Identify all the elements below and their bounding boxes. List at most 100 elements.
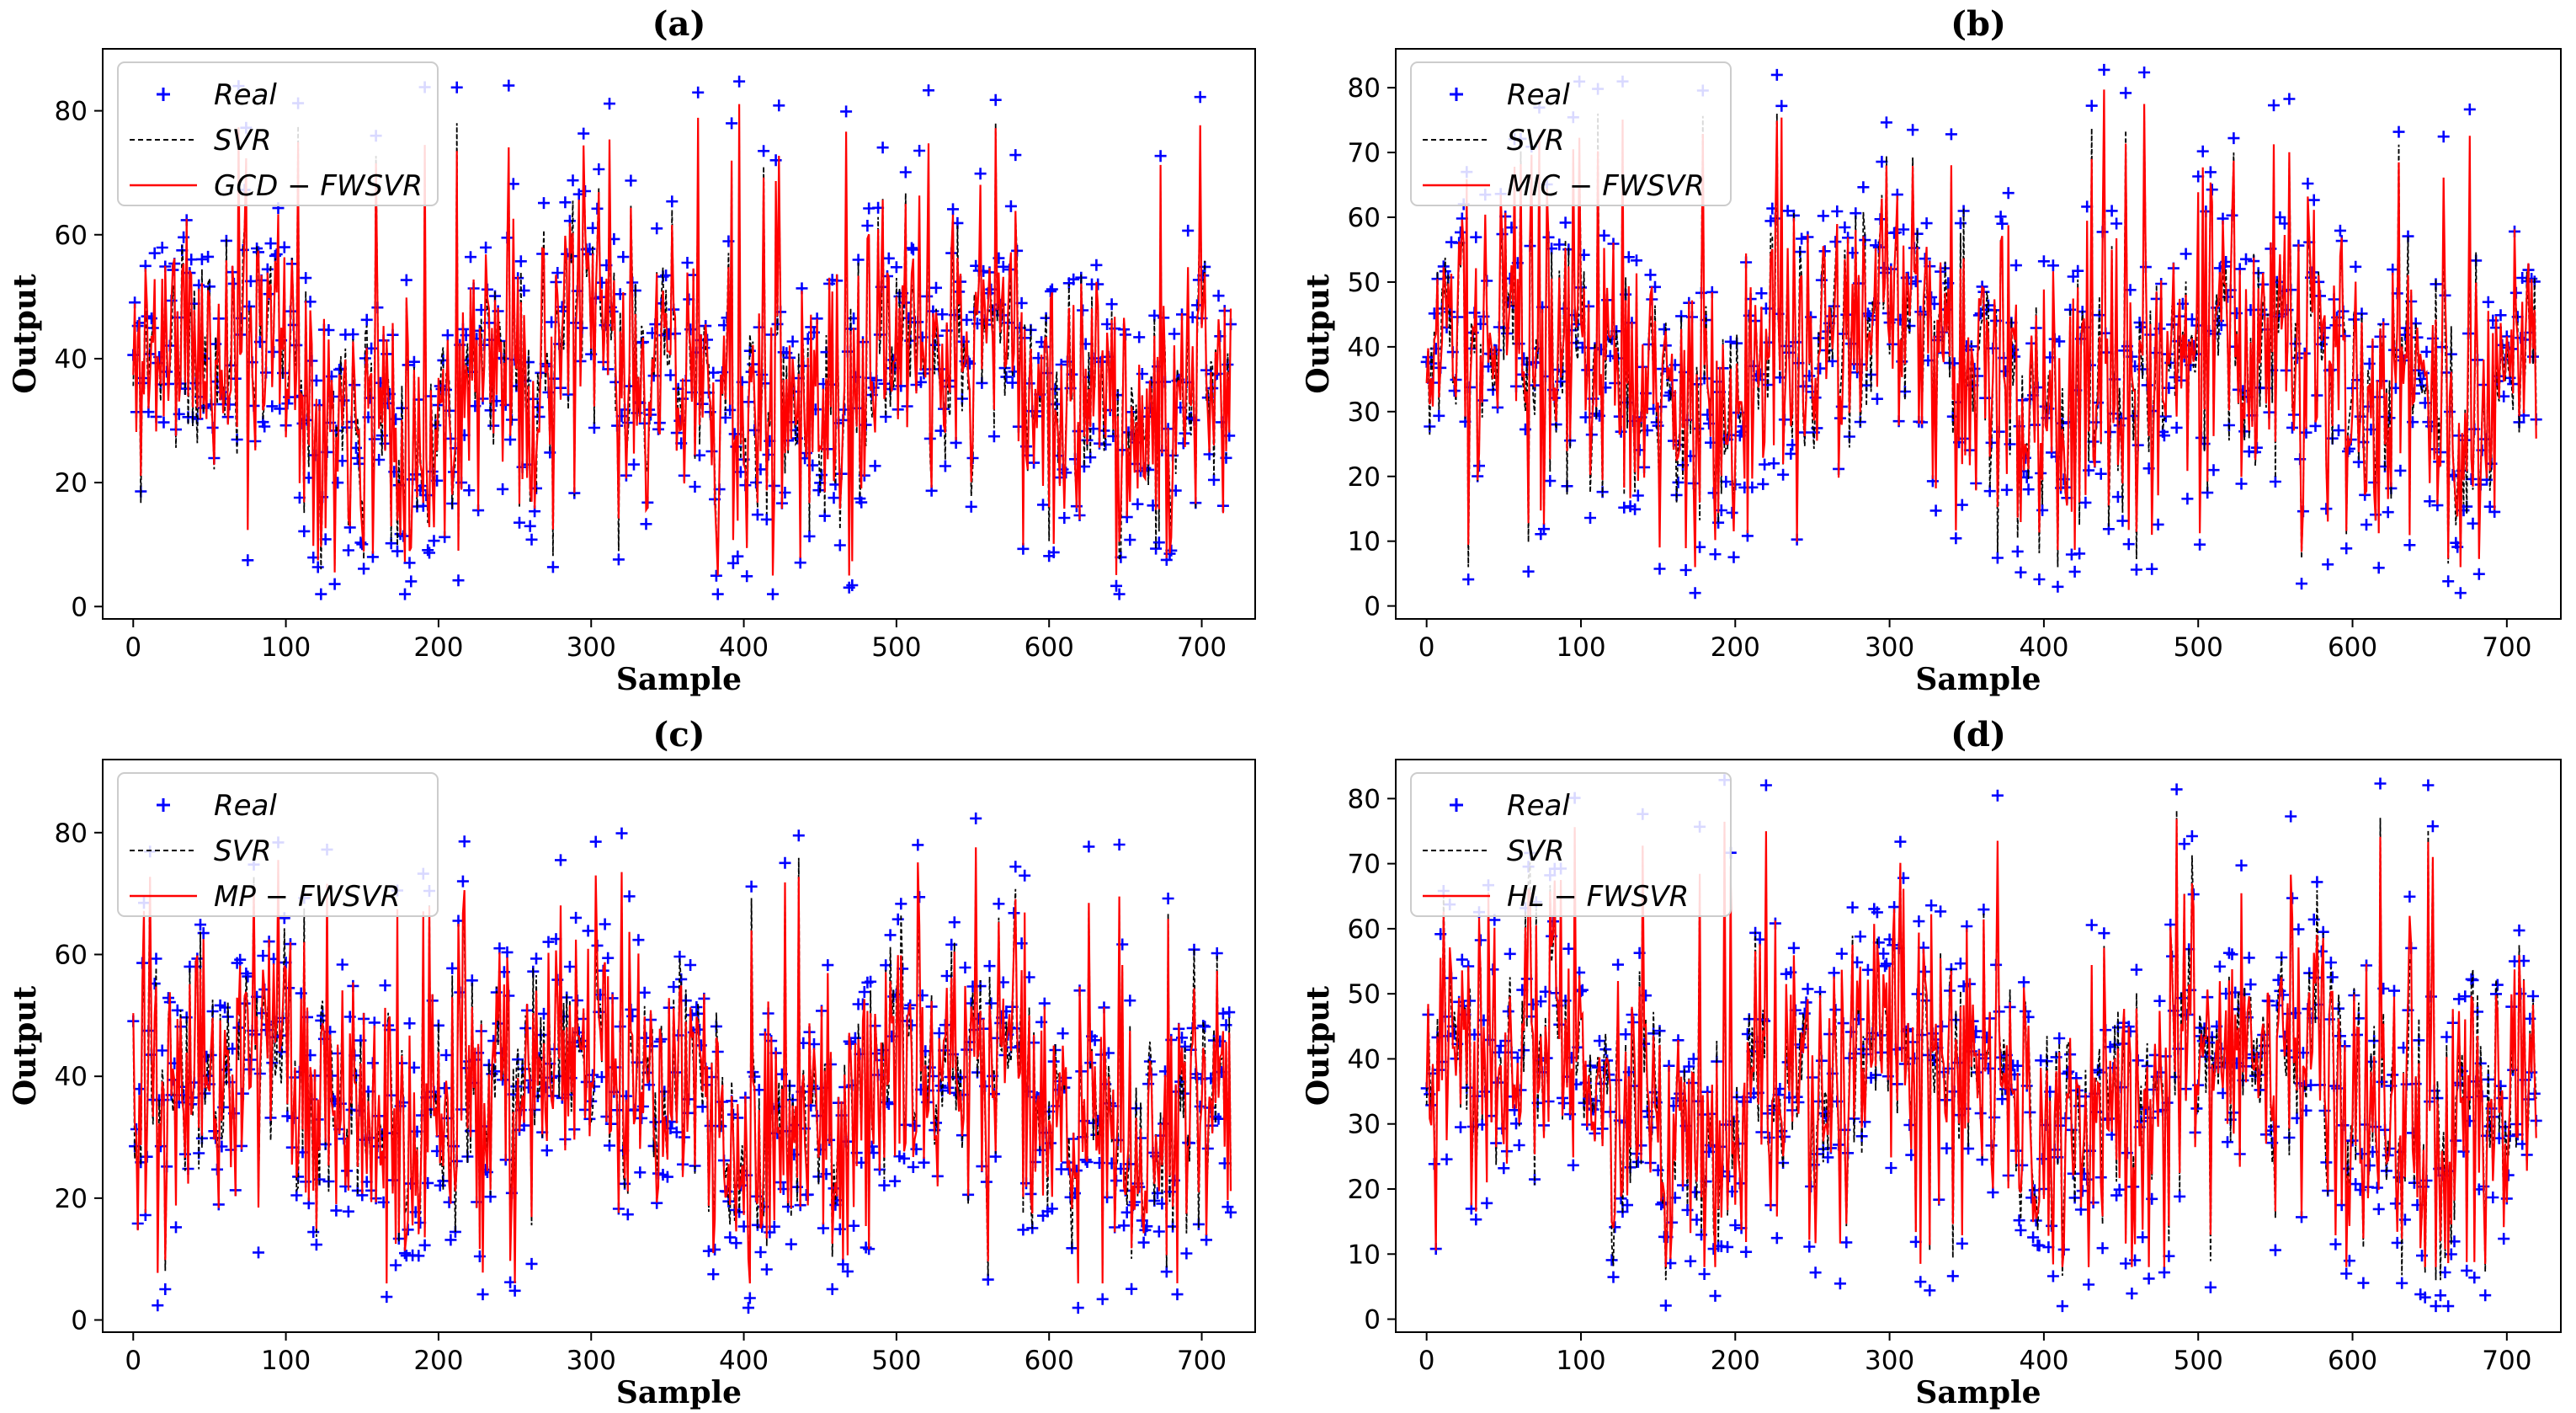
chart-title: (b) <box>1951 4 2006 44</box>
series-fwsvr-line <box>132 847 1232 1284</box>
legend-label: MP − FWSVR <box>214 880 401 914</box>
y-tick-label: 0 <box>1364 1305 1381 1336</box>
y-tick-label: 0 <box>1364 592 1381 622</box>
legend: Real SVR MP − FWSVR <box>117 772 439 917</box>
x-tick-label: 0 <box>125 1346 141 1376</box>
y-tick-label: 10 <box>1348 527 1381 557</box>
legend-label: SVR <box>1507 834 1564 868</box>
x-tick-label: 100 <box>261 632 311 663</box>
chart-title: (d) <box>1951 715 2006 754</box>
y-tick-label: 50 <box>1348 268 1381 298</box>
x-tick-label: 200 <box>413 632 463 663</box>
x-tick-label: 400 <box>719 632 769 663</box>
x-tick-label: 400 <box>2019 632 2068 663</box>
x-tick-label: 200 <box>1711 1346 1760 1376</box>
plot-frame <box>1395 759 2562 1333</box>
y-tick-label: 10 <box>1348 1240 1381 1270</box>
x-tick-label: 300 <box>567 632 616 663</box>
x-tick-label: 100 <box>1556 632 1605 663</box>
x-tick-label: 0 <box>125 632 141 663</box>
legend-label: SVR <box>214 834 271 868</box>
x-axis-label: Sample <box>616 662 742 697</box>
x-axis-label: Sample <box>1915 1375 2041 1410</box>
series-svr-line <box>1425 113 2537 568</box>
y-tick-label: 40 <box>55 344 88 375</box>
y-tick-label: 70 <box>1348 850 1381 880</box>
legend-label: MIC − FWSVR <box>1507 169 1705 203</box>
plot-frame <box>102 759 1256 1333</box>
chart-title: (a) <box>652 4 706 44</box>
x-tick-label: 0 <box>1418 1346 1435 1376</box>
legend-marker-real <box>157 798 170 812</box>
x-tick-label: 600 <box>2328 632 2377 663</box>
plot-frame <box>1395 48 2562 620</box>
y-tick-label: 60 <box>55 940 88 970</box>
x-tick-label: 700 <box>2482 632 2531 663</box>
x-tick-label: 0 <box>1418 632 1435 663</box>
legend-box <box>1410 61 1732 206</box>
x-tick-label: 600 <box>2328 1346 2377 1376</box>
legend-label: Real <box>1507 789 1570 823</box>
y-tick-label: 80 <box>55 97 88 127</box>
y-axis-label: Output <box>1301 986 1336 1106</box>
legend: Real SVR GCD − FWSVR <box>117 61 439 206</box>
plot-frame <box>102 48 1256 620</box>
x-tick-label: 200 <box>413 1346 463 1376</box>
x-tick-label: 400 <box>719 1346 769 1376</box>
y-tick-label: 60 <box>55 221 88 251</box>
y-tick-label: 0 <box>71 592 88 622</box>
y-tick-label: 80 <box>1348 73 1381 104</box>
chart-panel-a: (a) 0 100 200 300 400 500 600 700 0 20 40 60 80 Sample… <box>8 4 1256 697</box>
y-tick-label: 0 <box>71 1306 88 1336</box>
legend: Real SVR MIC − FWSVR <box>1410 61 1732 206</box>
y-tick-label: 40 <box>55 1062 88 1092</box>
legend-label: GCD − FWSVR <box>214 169 423 203</box>
y-tick-label: 60 <box>1348 203 1381 233</box>
y-tick-label: 80 <box>55 818 88 849</box>
chart-panel-b: (b) 0 100 200 300 400 500 600 700 0 10 20 30 40 50 60 70… <box>1301 4 2562 697</box>
legend-marker-real <box>1450 798 1463 812</box>
legend-marker-real <box>157 88 170 101</box>
y-tick-label: 80 <box>1348 784 1381 814</box>
legend-box <box>1410 772 1732 917</box>
legend-label: SVR <box>1507 124 1564 157</box>
legend: Real SVR HL − FWSVR <box>1410 772 1732 917</box>
legend-label: Real <box>214 78 277 112</box>
legend-label: HL − FWSVR <box>1507 880 1689 914</box>
y-tick-label: 30 <box>1348 1110 1381 1140</box>
y-tick-label: 30 <box>1348 397 1381 428</box>
chart-panel-c: (c) 0 100 200 300 400 500 600 700 0 20 40 60 80 Sample… <box>8 715 1256 1410</box>
x-tick-label: 700 <box>1177 1346 1227 1376</box>
x-tick-label: 300 <box>1865 632 1914 663</box>
x-tick-label: 500 <box>2174 632 2223 663</box>
x-tick-label: 600 <box>1025 632 1074 663</box>
x-tick-label: 600 <box>1025 1346 1074 1376</box>
legend-box <box>117 772 439 917</box>
x-axis-label: Sample <box>616 1375 742 1410</box>
y-axis-label: Output <box>8 986 43 1106</box>
series-fwsvr-line <box>1425 89 2537 568</box>
x-tick-label: 700 <box>2482 1346 2531 1376</box>
y-tick-label: 40 <box>1348 333 1381 363</box>
y-tick-label: 20 <box>55 1184 88 1214</box>
y-axis-label: Output <box>8 274 43 394</box>
x-axis-label: Sample <box>1915 662 2041 697</box>
x-tick-label: 300 <box>1865 1346 1914 1376</box>
x-tick-label: 300 <box>567 1346 616 1376</box>
chart-title: (c) <box>652 715 705 754</box>
x-tick-label: 500 <box>871 632 921 663</box>
x-tick-label: 400 <box>2019 1346 2068 1376</box>
x-tick-label: 500 <box>871 1346 921 1376</box>
y-axis-label: Output <box>1301 274 1336 394</box>
series-fwsvr-line <box>132 104 1232 576</box>
legend-marker-real <box>1450 88 1463 101</box>
y-tick-label: 40 <box>1348 1044 1381 1074</box>
y-tick-label: 50 <box>1348 979 1381 1010</box>
y-tick-label: 70 <box>1348 138 1381 168</box>
x-tick-label: 700 <box>1177 632 1227 663</box>
legend-label: Real <box>1507 78 1570 112</box>
legend-label: Real <box>214 789 277 823</box>
legend-label: SVR <box>214 124 271 157</box>
y-tick-label: 20 <box>55 468 88 499</box>
y-tick-label: 20 <box>1348 1175 1381 1205</box>
